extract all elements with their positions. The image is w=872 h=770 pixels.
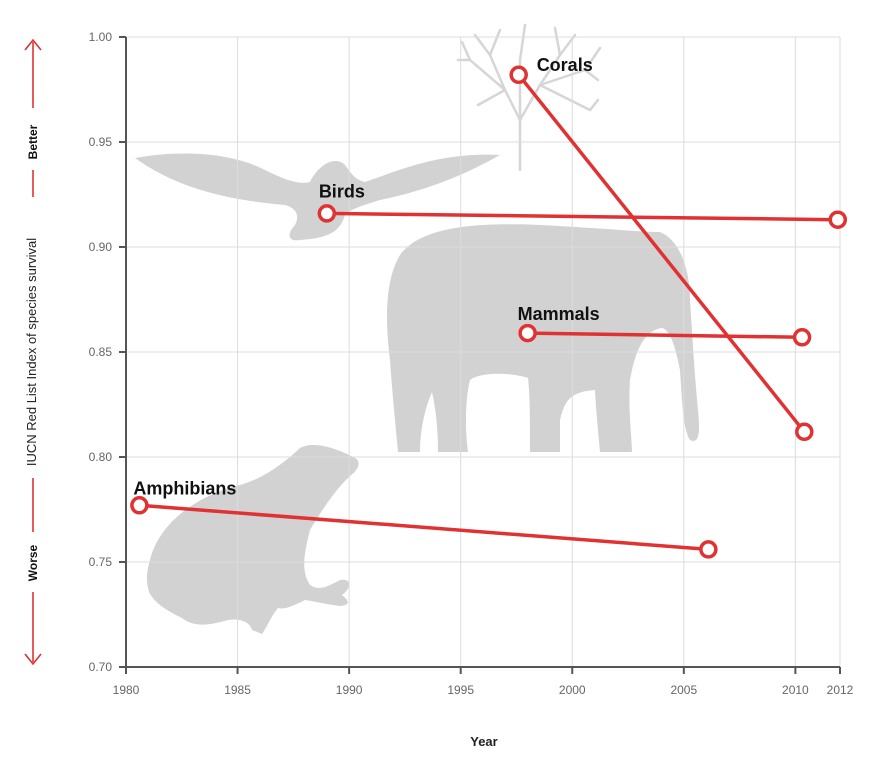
series-label: Amphibians <box>133 478 236 498</box>
series-line <box>325 211 840 222</box>
coral-silhouette <box>456 23 602 172</box>
series-label: Corals <box>537 55 593 75</box>
series: Corals Birds Mammals Amphibians <box>130 55 848 559</box>
y-tick-label: 0.80 <box>89 450 113 464</box>
frog-silhouette <box>146 445 359 634</box>
x-tick-label: 2010 <box>782 683 809 697</box>
x-tick-label: 2012 <box>827 683 854 697</box>
series-mammals: Mammals <box>518 304 812 347</box>
series-corals: Corals <box>509 55 814 442</box>
data-point <box>828 210 848 229</box>
data-point <box>509 65 528 85</box>
series-label: Mammals <box>518 304 600 324</box>
up-arrow-icon <box>24 38 42 51</box>
better-indicator: Better <box>24 38 42 197</box>
x-tick-label: 1980 <box>113 683 140 697</box>
x-axis-title: Year <box>470 734 497 749</box>
y-tick-label: 0.95 <box>89 135 113 149</box>
x-tick-label: 1985 <box>224 683 251 697</box>
series-line <box>516 73 807 434</box>
x-tick-label: 2000 <box>559 683 586 697</box>
data-point <box>518 323 537 343</box>
y-tick-label: 0.90 <box>89 240 113 254</box>
series-line <box>525 331 804 340</box>
series-amphibians: Amphibians <box>130 478 718 559</box>
data-point <box>792 328 812 347</box>
data-point <box>699 540 718 559</box>
series-birds: Birds <box>317 181 848 229</box>
x-tick-label: 1995 <box>447 683 474 697</box>
grid <box>126 36 841 667</box>
data-point <box>317 204 337 223</box>
worse-indicator: Worse <box>24 478 42 666</box>
y-tick-label: 0.70 <box>89 660 113 674</box>
down-arrow-icon <box>24 653 42 666</box>
better-label: Better <box>26 124 40 159</box>
series-line <box>137 503 711 552</box>
y-tick-label: 0.85 <box>89 345 113 359</box>
y-tick-label: 1.00 <box>89 30 113 44</box>
x-tick-label: 1990 <box>336 683 363 697</box>
y-axis-title: IUCN Red List Index of species survival <box>24 238 39 466</box>
x-tick-label: 2005 <box>670 683 697 697</box>
data-point <box>130 496 149 515</box>
axes: 1980 1985 1990 1995 2000 2005 2010 2012 1.00 0.95… <box>89 30 854 697</box>
bird-silhouette <box>135 153 500 241</box>
elephant-silhouette <box>387 224 700 452</box>
y-tick-label: 0.75 <box>89 555 113 569</box>
worse-label: Worse <box>26 544 40 581</box>
data-point <box>795 422 814 442</box>
series-label: Birds <box>319 181 365 201</box>
